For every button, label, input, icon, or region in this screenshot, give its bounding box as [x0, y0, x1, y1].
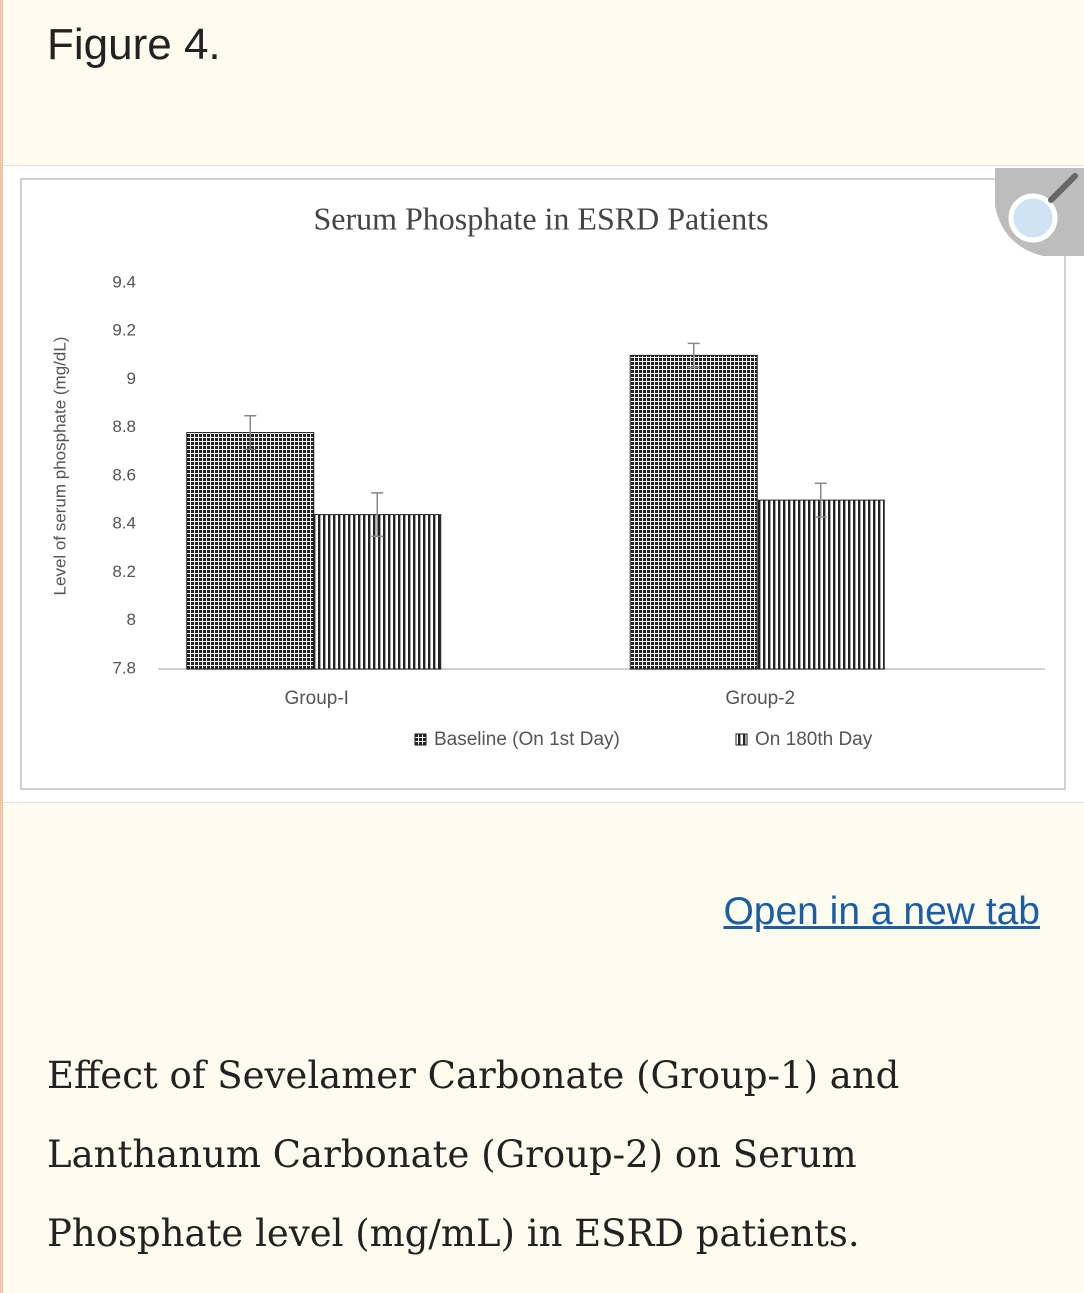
bar — [756, 499, 885, 670]
error-bar — [371, 492, 384, 538]
legend-swatch — [414, 733, 427, 746]
y-tick-label: 9 — [127, 369, 136, 388]
legend-swatch — [735, 733, 748, 746]
x-tick-label: Group-2 — [725, 688, 795, 709]
legend-label: On 180th Day — [755, 729, 873, 750]
y-tick-label: 7.8 — [112, 658, 136, 677]
y-tick-label: 9.2 — [112, 321, 136, 340]
error-bar — [687, 342, 700, 369]
chart-frame — [20, 178, 1066, 790]
bar — [629, 354, 758, 670]
chart-title: Serum Phosphate in ESRD Patients — [313, 200, 768, 236]
chart: Serum Phosphate in ESRD Patients Level o… — [20, 168, 1084, 790]
zoom-button[interactable] — [995, 168, 1084, 256]
y-tick-label: 8.8 — [112, 417, 136, 436]
y-axis-label: Level of serum phosphate (mg/dL) — [50, 337, 69, 596]
y-tick-label: 8 — [127, 610, 136, 629]
error-bar — [244, 414, 257, 451]
y-tick-label: 8.6 — [112, 465, 136, 484]
open-new-tab-link[interactable]: Open in a new tab — [723, 890, 1040, 933]
bar — [186, 432, 315, 670]
y-tick-label: 8.4 — [112, 514, 136, 533]
x-tick-label: Group-I — [285, 688, 349, 709]
error-bar — [814, 482, 827, 518]
figure-panel: Serum Phosphate in ESRD Patients Level o… — [3, 165, 1084, 803]
bar — [313, 514, 442, 670]
figure-label: Figure 4. — [47, 20, 221, 69]
figure-caption: Effect of Sevelamer Carbonate (Group-1) … — [47, 1054, 900, 1255]
y-tick-label: 8.2 — [112, 562, 136, 581]
legend-label: Baseline (On 1st Day) — [434, 729, 620, 750]
y-tick-label: 9.4 — [112, 272, 136, 291]
